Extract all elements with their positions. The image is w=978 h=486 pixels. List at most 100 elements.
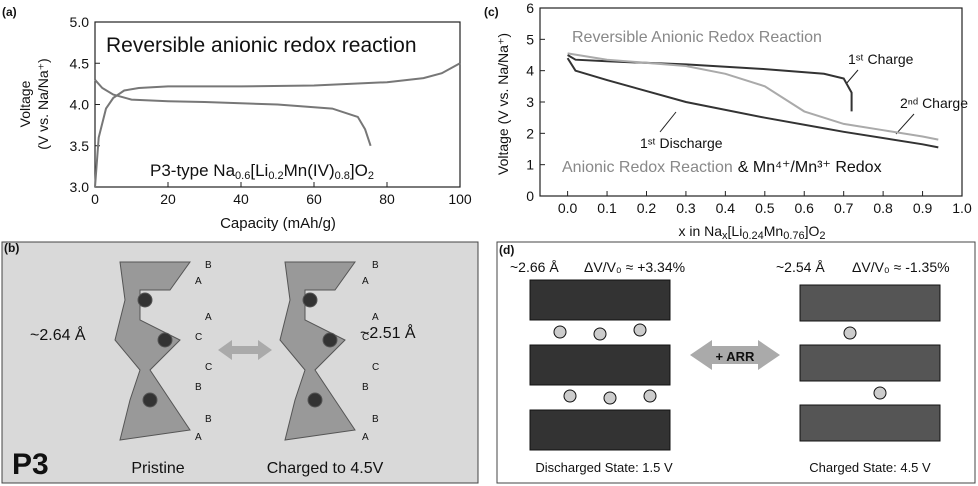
y-tick-label: 3.5	[70, 138, 90, 154]
x-tick-label: 0.1	[597, 200, 617, 216]
distance-label: ~2.64 Å	[30, 325, 86, 344]
stacking-letter: C	[205, 362, 212, 373]
annotation-part: & Mn⁴⁺/Mn³⁺ Redox	[738, 159, 882, 176]
annotation-part: Anionic Redox Reaction	[562, 159, 733, 176]
caption: Pristine	[131, 460, 184, 477]
volume-change: ΔV/V₀ ≈ +3.34%	[584, 259, 685, 275]
annotation: P3-type Na0.6[Li0.2Mn(IV)0.8]O2	[150, 161, 374, 182]
x-label-part: Mn	[764, 223, 783, 239]
x-label-part: 0.76	[783, 230, 804, 242]
annotation-part: [Li	[250, 161, 268, 180]
caption: Charged State: 4.5 V	[809, 460, 931, 475]
panel-label: (d)	[499, 243, 514, 257]
stacking-letter: A	[195, 276, 202, 287]
x-tick-label: 80	[379, 191, 395, 207]
x-tick-label: 60	[306, 191, 322, 207]
x-tick-label: 0.8	[873, 200, 893, 216]
annotation-part: 2	[368, 170, 374, 182]
annotation: 2ⁿᵈ Charge	[900, 95, 968, 111]
annotation: Reversible Anionic Redox Reaction	[572, 29, 822, 46]
x-tick-label: 0.9	[913, 200, 933, 216]
annotation-part: 0.6	[235, 170, 250, 182]
y-tick-label: 3.0	[70, 179, 90, 195]
annotation: 1ˢᵗ Charge	[848, 51, 914, 67]
y-axis-label: (V vs. Na/Na⁺)	[35, 58, 51, 149]
y-tick-label: 5.0	[70, 14, 90, 30]
x-tick-label: 0.0	[558, 200, 578, 216]
panel-frame	[1, 241, 479, 484]
line-series	[567, 54, 853, 112]
stacking-letter: B	[372, 414, 379, 425]
x-tick-label: 100	[448, 191, 472, 207]
x-tick-label: 20	[160, 191, 176, 207]
chart-title: Reversible anionic redox reaction	[106, 34, 417, 57]
stacking-letter: C	[372, 362, 379, 373]
phase-label: P3	[12, 448, 49, 481]
line-series	[567, 52, 939, 141]
x-tick-label: 40	[233, 191, 249, 207]
stacking-letter: C	[195, 332, 202, 343]
stacking-letter: A	[372, 312, 379, 323]
stacking-letter: C	[362, 332, 369, 343]
x-label-part: x	[722, 230, 728, 242]
stacking-letter: B	[372, 260, 379, 271]
annotation-part: 0.2	[268, 170, 283, 182]
distance-label: ~2.51 Å	[360, 323, 416, 342]
x-tick-label: 0.5	[755, 200, 775, 216]
stacking-letter: A	[195, 432, 202, 443]
x-tick-label: 1.0	[952, 200, 972, 216]
x-label-part: 0.24	[742, 230, 763, 242]
stacking-letter: A	[362, 432, 369, 443]
stacking-letter: B	[205, 414, 212, 425]
arrow-label: + ARR	[716, 349, 755, 364]
x-tick-label: 0.2	[637, 200, 657, 216]
y-tick-label: 6	[526, 0, 534, 16]
y-tick-label: 4.5	[70, 55, 90, 71]
y-tick-label: 0	[526, 188, 534, 204]
y-tick-label: 2	[526, 125, 534, 141]
annotation-part: 0.8	[335, 170, 350, 182]
annotation-part: Mn(IV)	[284, 161, 335, 180]
annotation: 1ˢᵗ Discharge	[640, 135, 723, 151]
line-series	[94, 62, 461, 188]
y-tick-label: 4.0	[70, 97, 90, 113]
x-axis-label: x in Nax[Li0.24Mn0.76]O2	[678, 223, 825, 242]
y-tick-label: 4	[526, 63, 534, 79]
caption: Discharged State: 1.5 V	[535, 460, 673, 475]
distance-label: ~2.66 Å	[510, 259, 559, 275]
stacking-letter: B	[195, 382, 202, 393]
crystal-structure	[114, 261, 356, 441]
annotation: Anionic Redox Reaction & Mn⁴⁺/Mn³⁺ Redox	[562, 159, 882, 176]
x-tick-label: 0.7	[834, 200, 854, 216]
double-arrow	[690, 340, 780, 370]
x-tick-label: 0.6	[795, 200, 815, 216]
x-label-part: 2	[819, 230, 825, 242]
x-tick-label: 0.4	[716, 200, 736, 216]
double-arrow	[218, 340, 272, 360]
y-tick-label: 1	[526, 157, 534, 173]
crystal-structure	[529, 279, 941, 451]
x-label-part: ]O	[805, 223, 820, 239]
x-label-part: [Li	[728, 223, 743, 239]
stacking-letter: B	[362, 382, 369, 393]
x-label-part: x in Na	[678, 223, 722, 239]
x-tick-label: 0.3	[676, 200, 696, 216]
y-axis-label: Voltage (V vs. Na/Na⁺)	[495, 33, 511, 175]
line-series	[94, 79, 372, 147]
arrow	[659, 111, 677, 133]
distance-label: ~2.54 Å	[776, 259, 825, 275]
stacking-letter: A	[205, 312, 212, 323]
annotation-part: P3-type Na	[150, 161, 236, 180]
arrow	[895, 113, 915, 135]
x-axis-label: Capacity (mAh/g)	[220, 215, 336, 232]
stacking-letter: B	[205, 260, 212, 271]
line-series	[566, 57, 939, 149]
volume-change: ΔV/V₀ ≈ -1.35%	[852, 259, 950, 275]
panel-label: (c)	[484, 5, 499, 19]
y-tick-label: 5	[526, 31, 534, 47]
stacking-letter: A	[362, 276, 369, 287]
panel-label: (a)	[2, 5, 17, 19]
annotation-part: ]O	[350, 161, 368, 180]
y-tick-label: 3	[526, 94, 534, 110]
